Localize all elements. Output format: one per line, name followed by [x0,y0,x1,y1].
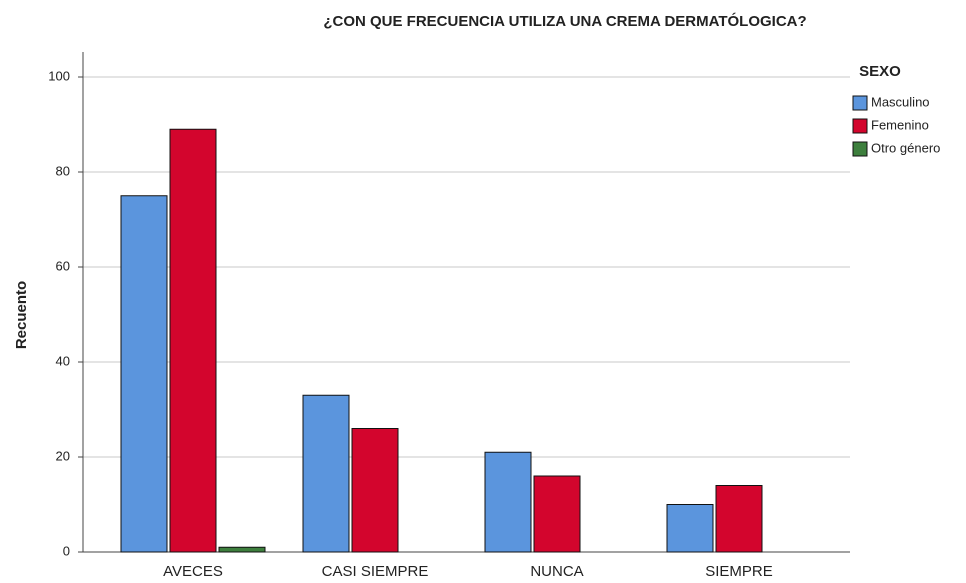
bar [302,394,350,553]
legend-label: Masculino [871,94,930,109]
bar [169,128,217,553]
y-tick-label: 20 [56,448,70,463]
legend-label: Otro género [871,140,940,155]
y-tick-label: 80 [56,163,70,178]
y-tick-label: 100 [48,68,70,83]
y-tick-label: 0 [63,543,70,558]
x-tick-label: SIEMPRE [705,563,773,580]
x-tick-label: CASI SIEMPRE [322,563,429,580]
legend-swatch [852,118,868,134]
bar [715,485,763,553]
legend-label: Femenino [871,117,929,132]
bar [533,475,581,553]
bar [484,451,532,553]
y-tick-label: 60 [56,258,70,273]
bar [120,195,168,553]
bar [218,546,266,553]
y-axis-label: Recuento [13,281,30,349]
chart-title: ¿CON QUE FRECUENCIA UTILIZA UNA CREMA DE… [323,12,806,30]
x-tick-label: AVECES [163,563,223,580]
bar [666,504,714,553]
legend-swatch [852,95,868,111]
legend-title: SEXO [859,63,901,80]
x-tick-label: NUNCA [530,563,583,580]
legend-swatch [852,141,868,157]
y-tick-label: 40 [56,353,70,368]
bar [351,428,399,553]
